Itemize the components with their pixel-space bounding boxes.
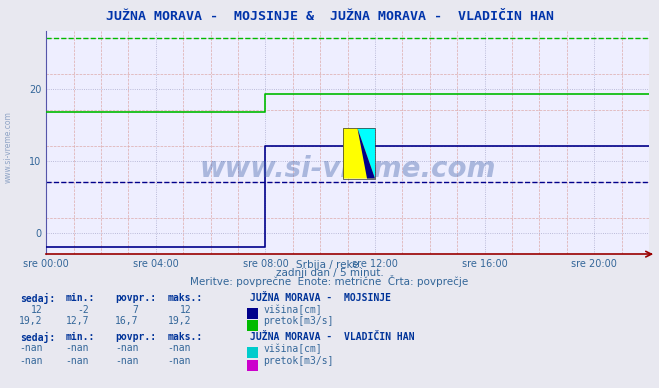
Text: višina[cm]: višina[cm] bbox=[264, 343, 322, 354]
Text: 12: 12 bbox=[179, 305, 191, 315]
Text: pretok[m3/s]: pretok[m3/s] bbox=[264, 356, 334, 366]
Text: -nan: -nan bbox=[19, 343, 43, 353]
Text: Srbija / reke.: Srbija / reke. bbox=[297, 260, 362, 270]
Text: maks.:: maks.: bbox=[168, 293, 203, 303]
Text: -nan: -nan bbox=[115, 356, 138, 366]
Text: višina[cm]: višina[cm] bbox=[264, 305, 322, 315]
Text: -nan: -nan bbox=[19, 356, 43, 366]
Text: zadnji dan / 5 minut.: zadnji dan / 5 minut. bbox=[275, 268, 384, 278]
Text: -nan: -nan bbox=[65, 356, 89, 366]
Text: 12: 12 bbox=[31, 305, 43, 315]
Text: sedaj:: sedaj: bbox=[20, 332, 55, 343]
Text: Meritve: povprečne  Enote: metrične  Črta: povprečje: Meritve: povprečne Enote: metrične Črta:… bbox=[190, 275, 469, 288]
Text: JUŽNA MORAVA -  MOJSINJE &  JUŽNA MORAVA -  VLADIČIN HAN: JUŽNA MORAVA - MOJSINJE & JUŽNA MORAVA -… bbox=[105, 10, 554, 23]
Text: povpr.:: povpr.: bbox=[115, 332, 156, 342]
Text: www.si-vreme.com: www.si-vreme.com bbox=[3, 111, 13, 184]
Text: -2: -2 bbox=[77, 305, 89, 315]
Text: povpr.:: povpr.: bbox=[115, 293, 156, 303]
Polygon shape bbox=[357, 128, 375, 178]
Text: 12,7: 12,7 bbox=[65, 316, 89, 326]
Text: 7: 7 bbox=[132, 305, 138, 315]
Text: maks.:: maks.: bbox=[168, 332, 203, 342]
Text: JUŽNA MORAVA -  VLADIČIN HAN: JUŽNA MORAVA - VLADIČIN HAN bbox=[250, 332, 415, 342]
Text: pretok[m3/s]: pretok[m3/s] bbox=[264, 316, 334, 326]
Text: www.si-vreme.com: www.si-vreme.com bbox=[200, 155, 496, 184]
Text: sedaj:: sedaj: bbox=[20, 293, 55, 304]
Text: 16,7: 16,7 bbox=[115, 316, 138, 326]
Text: JUŽNA MORAVA -  MOJSINJE: JUŽNA MORAVA - MOJSINJE bbox=[250, 293, 391, 303]
Text: 19,2: 19,2 bbox=[19, 316, 43, 326]
Text: -nan: -nan bbox=[167, 343, 191, 353]
Text: -nan: -nan bbox=[167, 356, 191, 366]
Text: 19,2: 19,2 bbox=[167, 316, 191, 326]
Text: min.:: min.: bbox=[66, 332, 96, 342]
Text: min.:: min.: bbox=[66, 293, 96, 303]
Text: -nan: -nan bbox=[115, 343, 138, 353]
Polygon shape bbox=[343, 128, 375, 178]
Bar bbox=[343, 128, 375, 178]
Text: -nan: -nan bbox=[65, 343, 89, 353]
Polygon shape bbox=[357, 128, 375, 178]
